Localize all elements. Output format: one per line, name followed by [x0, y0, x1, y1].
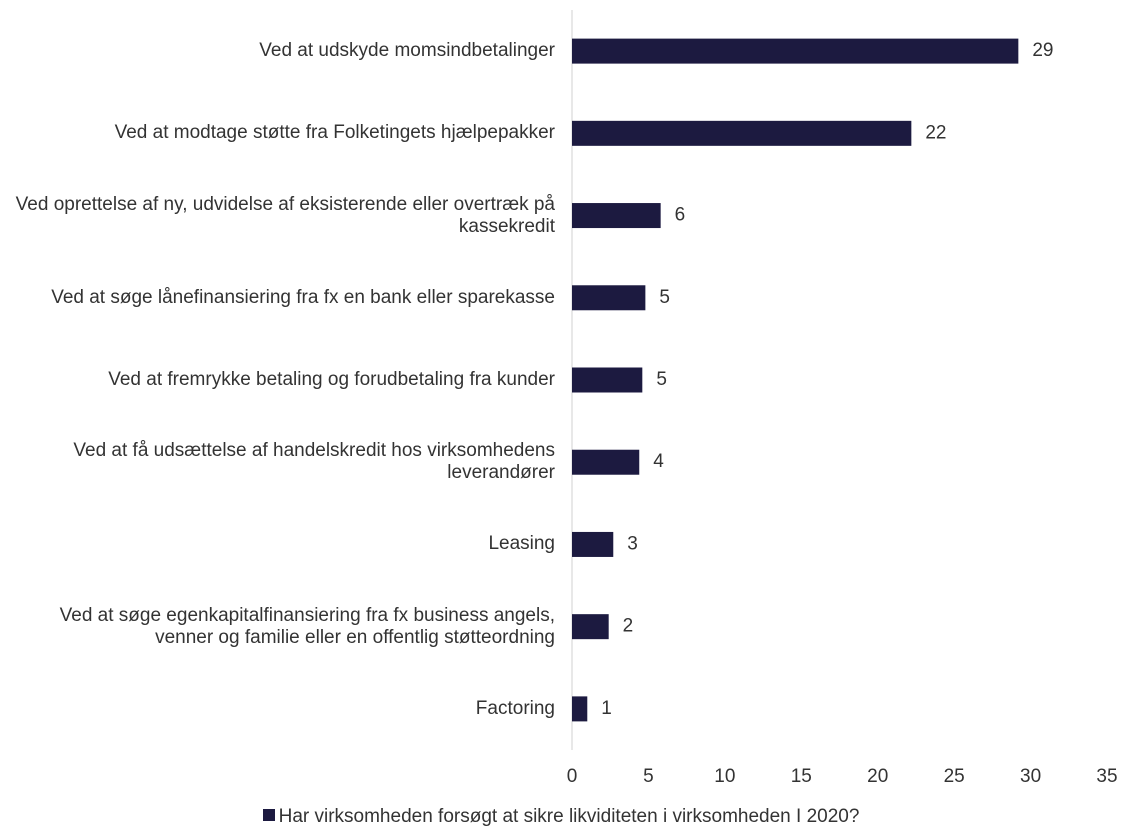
- bar: [572, 367, 643, 393]
- data-label: 1: [601, 698, 612, 719]
- category-label: Ved at udskyde momsindbetalinger: [259, 40, 555, 62]
- x-tick-label: 10: [714, 766, 735, 787]
- category-label: Factoring: [475, 697, 555, 719]
- legend-swatch: [262, 809, 275, 821]
- category-label: Ved oprettelse af ny, udvidelse af eksis…: [15, 193, 555, 237]
- legend: Har virksomheden forsøgt at sikre likvid…: [0, 806, 1122, 827]
- data-label: 4: [653, 451, 664, 472]
- category-label: Ved at få udsættelse af handelskredit ho…: [73, 440, 555, 484]
- bar: [572, 696, 588, 722]
- bar: [572, 531, 614, 557]
- data-label: 22: [925, 122, 946, 143]
- category-label: Ved at søge lånefinansiering fra fx en b…: [51, 286, 555, 308]
- bar: [572, 120, 912, 146]
- data-label: 3: [627, 533, 638, 554]
- data-label: 2: [623, 616, 634, 637]
- x-tick-label: 35: [1096, 766, 1117, 787]
- x-tick-label: 0: [567, 766, 578, 787]
- x-tick-label: 25: [944, 766, 965, 787]
- bar: [572, 614, 609, 640]
- data-label: 5: [656, 369, 667, 390]
- bar: [572, 285, 646, 311]
- data-label: 6: [675, 205, 686, 226]
- x-tick-label: 5: [643, 766, 654, 787]
- x-tick-label: 30: [1020, 766, 1041, 787]
- bar: [572, 449, 640, 475]
- category-label: Leasing: [488, 533, 555, 555]
- data-label: 29: [1032, 40, 1053, 61]
- x-tick-label: 20: [867, 766, 888, 787]
- bar: [572, 203, 661, 229]
- legend-label: Har virksomheden forsøgt at sikre likvid…: [278, 806, 860, 827]
- bar: [572, 38, 1019, 64]
- category-label: Ved at fremrykke betaling og forudbetali…: [108, 369, 555, 390]
- x-tick-label: 15: [791, 766, 812, 787]
- data-label: 5: [659, 287, 670, 308]
- category-label: Ved at søge egenkapitalfinansiering fra …: [59, 604, 555, 648]
- category-label: Ved at modtage støtte fra Folketingets h…: [114, 122, 555, 144]
